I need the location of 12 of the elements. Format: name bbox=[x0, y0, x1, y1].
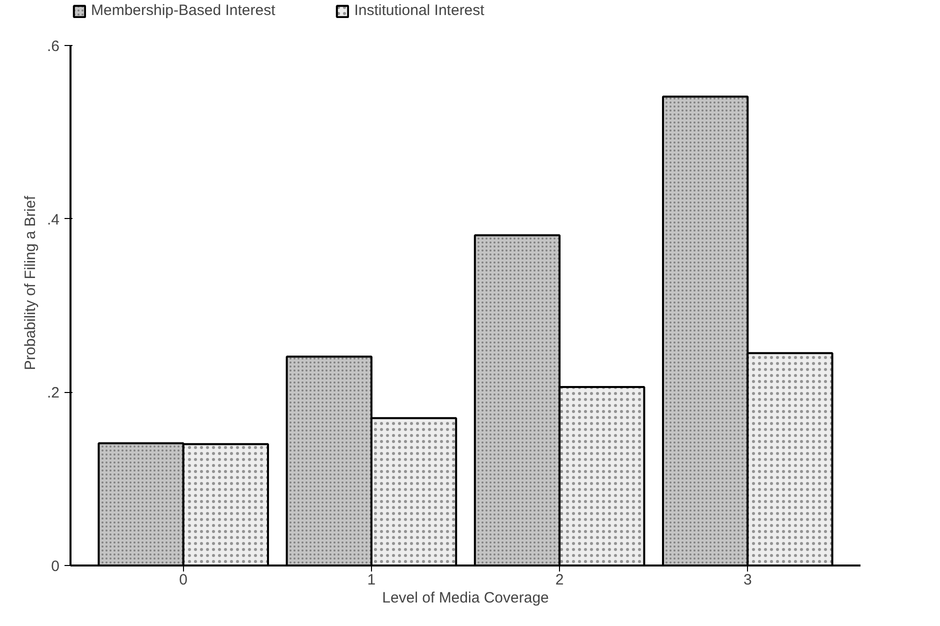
y-tick-label: .2 bbox=[46, 384, 60, 402]
x-tick-label: 3 bbox=[743, 572, 752, 588]
y-axis-title: Probability of Filing a Brief bbox=[22, 195, 39, 370]
y-tick-label: 0 bbox=[51, 558, 60, 575]
x-tick-label: 0 bbox=[179, 572, 188, 588]
x-axis-title: Level of Media Coverage bbox=[382, 590, 549, 606]
legend-label: Institutional Interest bbox=[354, 2, 484, 19]
y-tick-label: .4 bbox=[46, 211, 60, 228]
x-tick-label: 1 bbox=[367, 572, 376, 588]
x-tick-label: 2 bbox=[555, 572, 564, 588]
y-tick-label: .6 bbox=[46, 38, 60, 55]
legend-label: Membership-Based Interest bbox=[91, 2, 276, 19]
